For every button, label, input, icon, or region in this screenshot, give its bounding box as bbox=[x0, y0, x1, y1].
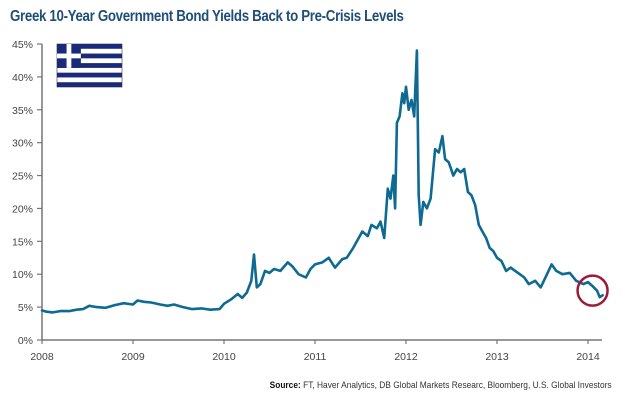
source-text: FT, Haver Analytics, DB Global Markets R… bbox=[301, 380, 612, 391]
source-note: Source: FT, Haver Analytics, DB Global M… bbox=[270, 380, 612, 391]
x-tick-label: 2012 bbox=[394, 351, 418, 363]
flag-stripe bbox=[57, 63, 122, 68]
y-tick-label: 45% bbox=[12, 39, 33, 51]
greece-flag-icon bbox=[56, 43, 123, 88]
y-tick-label: 20% bbox=[12, 203, 33, 215]
source-label: Source: bbox=[270, 380, 302, 391]
y-tick-label: 15% bbox=[12, 236, 33, 248]
y-tick-label: 5% bbox=[18, 302, 33, 314]
y-tick-label: 30% bbox=[12, 138, 33, 150]
x-tick-label: 2008 bbox=[30, 351, 54, 363]
series-line-greek-10y-yield bbox=[40, 49, 604, 314]
y-tick-label: 40% bbox=[12, 72, 33, 84]
flag-cross-horizontal bbox=[57, 53, 81, 59]
x-tick-label: 2011 bbox=[304, 351, 327, 363]
y-tick-label: 25% bbox=[12, 171, 33, 183]
series-points bbox=[41, 50, 603, 313]
y-tick-label: 35% bbox=[12, 105, 33, 117]
flag-stripe bbox=[57, 44, 122, 49]
y-tick-label: 10% bbox=[12, 269, 33, 281]
chart-title: Greek 10-Year Government Bond Yields Bac… bbox=[10, 8, 404, 25]
x-tick-label: 2014 bbox=[576, 351, 600, 363]
x-tick-labels: 2008 2009 2010 2011 2012 2013 2014 bbox=[30, 351, 600, 363]
y-tick-labels: 0% 5% 10% 15% 20% 25% 30% 35% 40% 45% bbox=[12, 39, 33, 347]
x-tick-label: 2013 bbox=[485, 351, 509, 363]
highlight-circle-annotation bbox=[576, 274, 609, 307]
flag-stripe bbox=[57, 53, 122, 59]
x-tick-label: 2009 bbox=[121, 351, 145, 363]
x-tick-label: 2010 bbox=[212, 351, 236, 363]
flag-stripe bbox=[57, 72, 122, 78]
axes bbox=[37, 43, 602, 344]
y-tick-label: 0% bbox=[18, 335, 33, 347]
flag-stripe bbox=[57, 82, 122, 87]
